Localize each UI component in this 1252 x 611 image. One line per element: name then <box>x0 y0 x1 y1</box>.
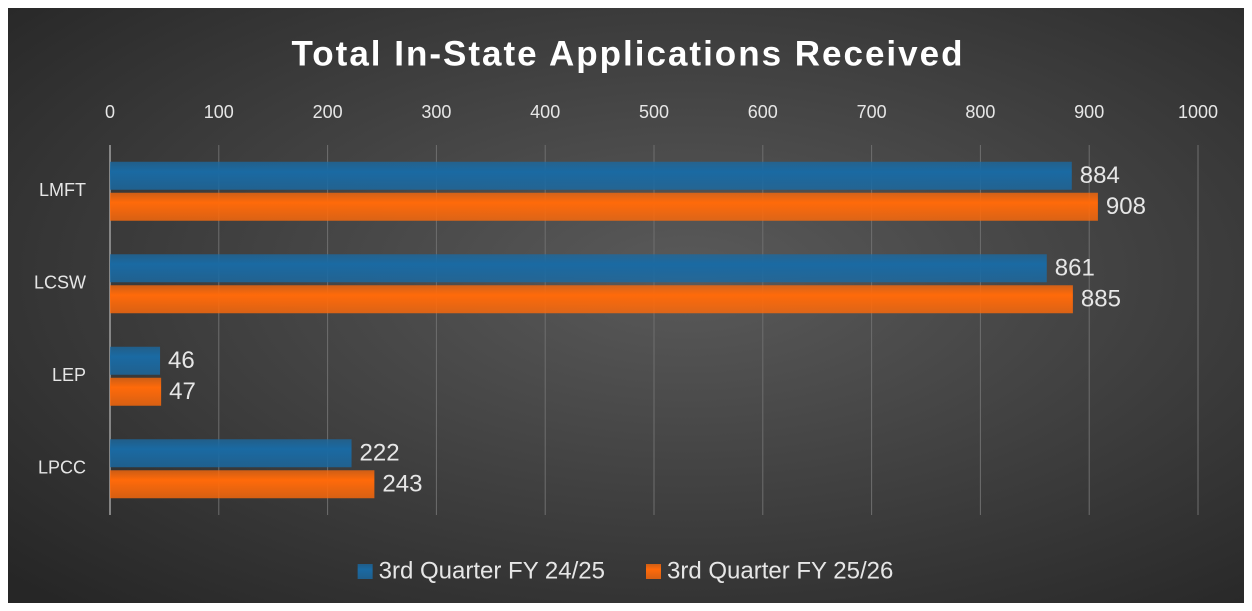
x-tick-label: 0 <box>105 102 115 122</box>
x-tick-label: 200 <box>313 102 343 122</box>
bar <box>110 254 1047 283</box>
legend-swatch <box>646 564 661 579</box>
y-tick-label: LMFT <box>39 180 86 200</box>
data-label: 908 <box>1106 193 1146 220</box>
data-label: 222 <box>360 440 400 467</box>
data-label: 46 <box>168 347 195 374</box>
y-tick-label: LCSW <box>34 273 86 293</box>
bar <box>110 470 375 499</box>
data-label: 884 <box>1080 162 1120 189</box>
bar <box>110 192 1098 221</box>
bar <box>110 439 352 468</box>
legend-label: 3rd Quarter FY 25/26 <box>667 557 893 584</box>
x-tick-label: 600 <box>748 102 778 122</box>
x-tick-label: 400 <box>530 102 560 122</box>
bar <box>110 285 1073 314</box>
chart-title: Total In-State Applications Received <box>292 34 965 73</box>
bar <box>110 346 161 375</box>
x-tick-label: 500 <box>639 102 669 122</box>
data-label: 861 <box>1055 255 1095 282</box>
y-tick-label: LEP <box>52 365 86 385</box>
x-tick-label: 300 <box>421 102 451 122</box>
x-tick-label: 700 <box>857 102 887 122</box>
data-label: 47 <box>169 378 196 405</box>
x-tick-label: 1000 <box>1178 102 1218 122</box>
y-tick-label: LPCC <box>38 458 86 478</box>
data-label: 885 <box>1081 286 1121 313</box>
x-tick-label: 100 <box>204 102 234 122</box>
legend-swatch <box>357 564 373 579</box>
legend-label: 3rd Quarter FY 24/25 <box>379 557 605 584</box>
data-label: 243 <box>382 471 422 498</box>
bar <box>110 377 162 406</box>
x-tick-label: 900 <box>1074 102 1104 122</box>
x-tick-label: 800 <box>965 102 995 122</box>
bar <box>110 161 1072 190</box>
